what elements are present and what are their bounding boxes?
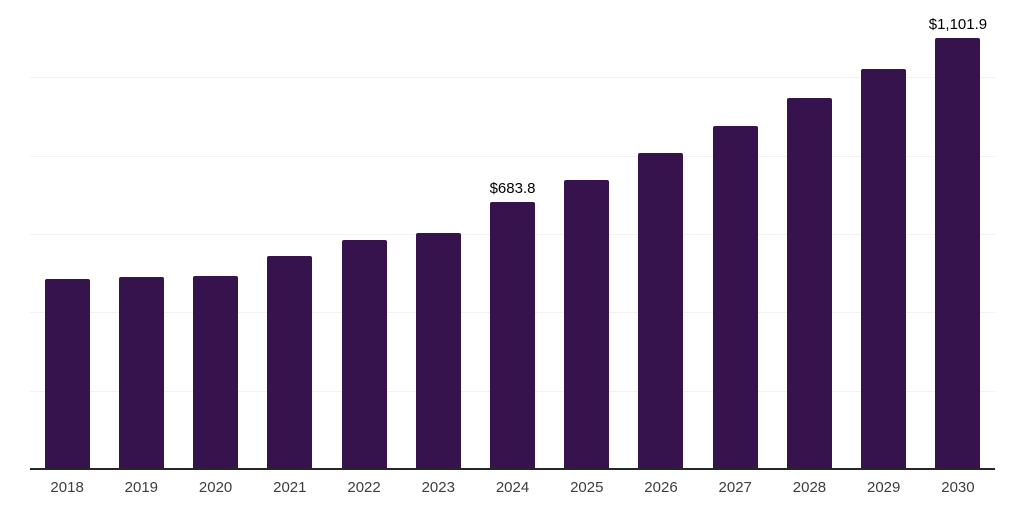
bar-column-2023 [401, 232, 475, 470]
bar-2018[interactable] [44, 278, 90, 470]
bar-value-label-2024: $683.8 [489, 180, 536, 198]
x-tick-label-2027: 2027 [718, 479, 752, 496]
bar-column-2027 [698, 125, 772, 470]
x-tick-label-2018: 2018 [50, 479, 84, 496]
bar-value-label-2030: $1,101.9 [928, 16, 988, 34]
bar-column-2021 [253, 256, 327, 470]
x-tick-label-2026: 2026 [644, 479, 678, 496]
bar-2025[interactable] [564, 179, 610, 470]
bar-column-2020 [178, 275, 252, 470]
x-tick-label-2029: 2029 [867, 479, 901, 496]
bar-column-2026 [624, 153, 698, 470]
bar-2028[interactable] [786, 98, 832, 470]
bar-column-2030: $1,101.9 [921, 16, 995, 470]
bar-column-2019 [104, 277, 178, 470]
bars: $683.8 $1,101.9 [30, 0, 995, 470]
bar-2022[interactable] [341, 239, 387, 470]
bar-column-2025 [550, 179, 624, 470]
x-tick-label-2024: 2024 [495, 479, 530, 496]
x-tick-label-2023: 2023 [421, 479, 455, 496]
x-tick-label-2019: 2019 [124, 479, 159, 496]
bar-2024[interactable] [490, 202, 536, 470]
bar-column-2028 [772, 98, 846, 470]
x-tick-label-2028: 2028 [792, 479, 827, 496]
bar-2019[interactable] [118, 277, 164, 470]
gridline-1000 [30, 77, 995, 79]
bar-2021[interactable] [267, 256, 313, 470]
bar-2030[interactable] [935, 38, 981, 470]
bar-2020[interactable] [193, 275, 239, 470]
bar-2027[interactable] [712, 125, 758, 470]
x-tick-label-2022: 2022 [347, 479, 381, 496]
x-tick-label-2020: 2020 [198, 479, 233, 496]
x-tick-label-2025: 2025 [570, 479, 604, 496]
bar-column-2018 [30, 278, 104, 470]
bar-2026[interactable] [638, 153, 684, 470]
x-tick-label-2030: 2030 [941, 479, 975, 496]
x-axis-tick-labels: 2018 2019 2020 2021 2022 2023 2024 2025 2026 2027… [30, 479, 995, 496]
bar-column-2024: $683.8 [475, 180, 549, 470]
x-axis-line [30, 468, 995, 470]
x-tick-label-2021: 2021 [273, 479, 307, 496]
bar-2029[interactable] [861, 68, 907, 470]
plot-area: $683.8 $1,101.9 [30, 0, 995, 470]
bar-2023[interactable] [415, 232, 461, 470]
bar-column-2029 [847, 68, 921, 470]
bar-column-2022 [327, 239, 401, 470]
gridline-800 [30, 155, 995, 157]
